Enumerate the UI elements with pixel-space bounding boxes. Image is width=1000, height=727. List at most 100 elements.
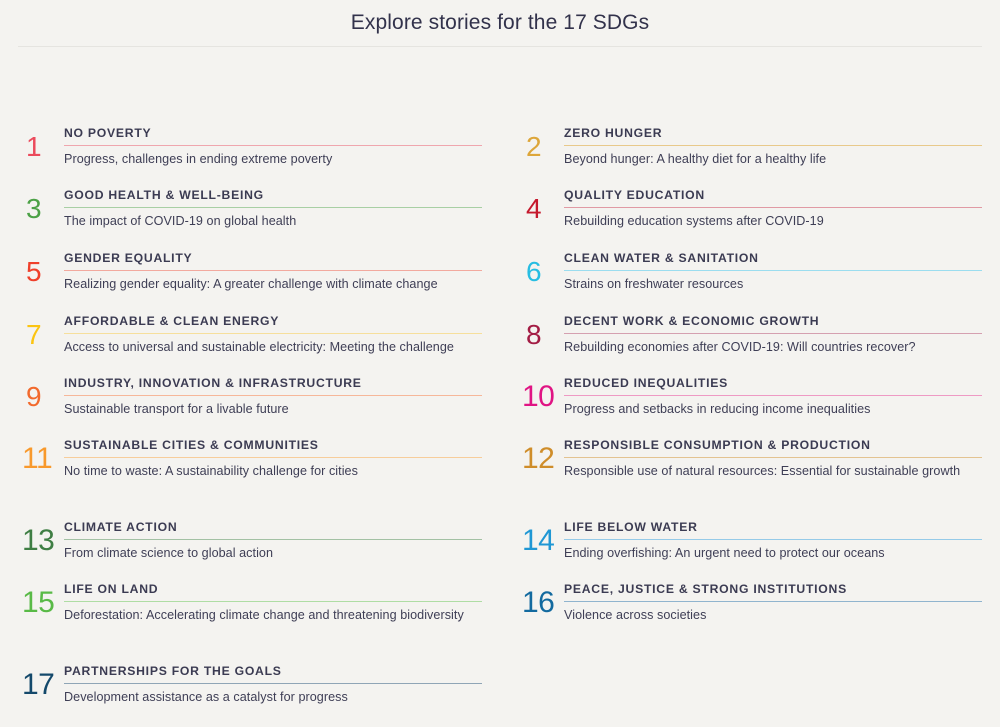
- goal-description[interactable]: Rebuilding education systems after COVID…: [564, 214, 824, 228]
- goal-body: LIFE ON LAND Deforestation: Accelerating …: [64, 582, 482, 624]
- goal-number: 17: [22, 668, 55, 701]
- goal-description[interactable]: Responsible use of natural resources: Es…: [564, 464, 961, 478]
- goal-underline: [64, 395, 482, 396]
- goal-number: 4: [526, 193, 542, 224]
- goal-number: 15: [22, 586, 55, 619]
- goal-number: 8: [526, 319, 542, 350]
- goal-title[interactable]: INDUSTRY, INNOVATION & INFRASTRUCTURE: [64, 376, 362, 390]
- goal-cell: 10 REDUCED INEQUALITIES Progress and setba…: [500, 376, 1000, 439]
- goal-body: NO POVERTY Progress, challenges in ending…: [64, 126, 482, 168]
- goal-item-6[interactable]: 6 CLEAN WATER & SANITATION Strains on fres…: [518, 251, 982, 293]
- goal-cell: 2 ZERO HUNGER Beyond hunger: A healthy die…: [500, 126, 1000, 189]
- goal-body: RESPONSIBLE CONSUMPTION & PRODUCTION Resp…: [564, 438, 982, 480]
- goal-description[interactable]: Access to universal and sustainable elec…: [64, 340, 454, 354]
- goal-item-15[interactable]: 15 LIFE ON LAND Deforestation: Acceleratin…: [18, 582, 482, 624]
- goal-title[interactable]: RESPONSIBLE CONSUMPTION & PRODUCTION: [564, 438, 871, 452]
- goal-underline: [64, 207, 482, 208]
- goal-body: LIFE BELOW WATER Ending overfishing: An u…: [564, 520, 982, 562]
- goal-item-4[interactable]: 4 QUALITY EDUCATION Rebuilding education s…: [518, 188, 982, 230]
- goal-title[interactable]: PEACE, JUSTICE & STRONG INSTITUTIONS: [564, 582, 847, 596]
- goal-cell: 11 SUSTAINABLE CITIES & COMMUNITIES No tim…: [0, 438, 500, 501]
- goal-cell: 7 AFFORDABLE & CLEAN ENERGY Access to univ…: [0, 314, 500, 377]
- goal-title[interactable]: CLEAN WATER & SANITATION: [564, 251, 759, 265]
- goal-item-8[interactable]: 8 DECENT WORK & ECONOMIC GROWTH Rebuilding…: [518, 314, 982, 356]
- goal-cell: 6 CLEAN WATER & SANITATION Strains on fres…: [500, 251, 1000, 314]
- goal-body: GENDER EQUALITY Realizing gender equality…: [64, 251, 482, 293]
- goal-description[interactable]: Sustainable transport for a livable futu…: [64, 402, 289, 416]
- header-divider: [18, 46, 982, 47]
- goal-description[interactable]: The impact of COVID-19 on global health: [64, 214, 297, 228]
- goal-underline: [564, 333, 982, 334]
- goal-body: AFFORDABLE & CLEAN ENERGY Access to unive…: [64, 314, 482, 356]
- goal-item-3[interactable]: 3 GOOD HEALTH & WELL-BEING The impact of C…: [18, 188, 482, 230]
- goal-description[interactable]: Violence across societies: [564, 608, 707, 622]
- goal-description[interactable]: From climate science to global action: [64, 546, 274, 560]
- goal-item-13[interactable]: 13 CLIMATE ACTION From climate science to …: [18, 520, 482, 562]
- goal-number: 6: [526, 256, 542, 287]
- goal-title[interactable]: AFFORDABLE & CLEAN ENERGY: [64, 314, 280, 328]
- goal-item-17[interactable]: 17 PARTNERSHIPS FOR THE GOALS Development …: [18, 664, 482, 706]
- goal-cell: 1 NO POVERTY Progress, challenges in endin…: [0, 126, 500, 189]
- goal-item-16[interactable]: 16 PEACE, JUSTICE & STRONG INSTITUTIONS Vi…: [518, 582, 982, 624]
- goal-number: 14: [522, 524, 555, 557]
- goal-item-2[interactable]: 2 ZERO HUNGER Beyond hunger: A healthy die…: [518, 126, 982, 168]
- goal-description[interactable]: Rebuilding economies after COVID-19: Wil…: [564, 340, 916, 354]
- goal-title[interactable]: CLIMATE ACTION: [64, 520, 178, 534]
- goal-body: ZERO HUNGER Beyond hunger: A healthy diet…: [564, 126, 982, 168]
- goal-number: 1: [26, 131, 42, 162]
- goal-description[interactable]: Progress, challenges in ending extreme p…: [64, 152, 333, 166]
- sdg-explore-page: Explore stories for the 17 SDGs 1 NO POVE…: [0, 11, 1000, 704]
- goal-body: PEACE, JUSTICE & STRONG INSTITUTIONS Viol…: [564, 582, 982, 624]
- goal-item-10[interactable]: 10 REDUCED INEQUALITIES Progress and setba…: [518, 376, 982, 418]
- goal-underline: [564, 145, 982, 146]
- goal-title[interactable]: QUALITY EDUCATION: [564, 188, 705, 202]
- goal-description[interactable]: Ending overfishing: An urgent need to pr…: [564, 546, 885, 560]
- goal-title[interactable]: SUSTAINABLE CITIES & COMMUNITIES: [64, 438, 319, 452]
- goal-underline: [564, 539, 982, 540]
- goal-cell: 17 PARTNERSHIPS FOR THE GOALS Development …: [0, 664, 500, 727]
- goal-number: 5: [26, 256, 42, 287]
- goal-item-9[interactable]: 9 INDUSTRY, INNOVATION & INFRASTRUCTURE Su…: [18, 376, 482, 418]
- goal-body: CLIMATE ACTION From climate science to gl…: [64, 520, 482, 562]
- goal-item-12[interactable]: 12 RESPONSIBLE CONSUMPTION & PRODUCTION Re…: [518, 438, 982, 480]
- goal-cell: 13 CLIMATE ACTION From climate science to …: [0, 520, 500, 583]
- goal-underline: [64, 539, 482, 540]
- goal-cell: 14 LIFE BELOW WATER Ending overfishing: An…: [500, 520, 1000, 583]
- goal-title[interactable]: REDUCED INEQUALITIES: [564, 376, 728, 390]
- goal-number: 16: [522, 586, 555, 619]
- goal-body: SUSTAINABLE CITIES & COMMUNITIES No time …: [64, 438, 482, 480]
- goal-title[interactable]: GENDER EQUALITY: [64, 251, 193, 265]
- goal-underline: [64, 457, 482, 458]
- goal-body: QUALITY EDUCATION Rebuilding education sy…: [564, 188, 982, 230]
- goal-description[interactable]: No time to waste: A sustainability chall…: [64, 464, 358, 478]
- goal-number: 9: [26, 381, 42, 412]
- goal-description[interactable]: Strains on freshwater resources: [564, 277, 744, 291]
- goal-body: DECENT WORK & ECONOMIC GROWTH Rebuilding …: [564, 314, 982, 356]
- goal-cell: 3 GOOD HEALTH & WELL-BEING The impact of C…: [0, 188, 500, 251]
- goal-title[interactable]: GOOD HEALTH & WELL-BEING: [64, 188, 264, 202]
- goal-item-7[interactable]: 7 AFFORDABLE & CLEAN ENERGY Access to univ…: [18, 314, 482, 356]
- goal-item-11[interactable]: 11 SUSTAINABLE CITIES & COMMUNITIES No tim…: [18, 438, 482, 480]
- goal-description[interactable]: Beyond hunger: A healthy diet for a heal…: [564, 152, 827, 166]
- goal-title[interactable]: NO POVERTY: [64, 126, 152, 140]
- goal-item-1[interactable]: 1 NO POVERTY Progress, challenges in endin…: [18, 126, 482, 168]
- goal-number: 13: [22, 524, 55, 557]
- goal-title[interactable]: ZERO HUNGER: [564, 126, 663, 140]
- goal-number: 10: [522, 380, 555, 413]
- goal-underline: [564, 207, 982, 208]
- goal-title[interactable]: PARTNERSHIPS FOR THE GOALS: [64, 664, 282, 678]
- goal-title[interactable]: LIFE BELOW WATER: [564, 520, 698, 534]
- goal-underline: [564, 601, 982, 602]
- goal-description[interactable]: Progress and setbacks in reducing income…: [564, 402, 871, 416]
- goal-body: PARTNERSHIPS FOR THE GOALS Development as…: [64, 664, 482, 706]
- goal-item-14[interactable]: 14 LIFE BELOW WATER Ending overfishing: An…: [518, 520, 982, 562]
- goal-description[interactable]: Development assistance as a catalyst for…: [64, 690, 348, 704]
- goal-description[interactable]: Realizing gender equality: A greater cha…: [64, 277, 438, 291]
- goal-cell: 16 PEACE, JUSTICE & STRONG INSTITUTIONS Vi…: [500, 582, 1000, 645]
- goal-title[interactable]: LIFE ON LAND: [64, 582, 159, 596]
- goal-title[interactable]: DECENT WORK & ECONOMIC GROWTH: [564, 314, 820, 328]
- goal-description[interactable]: Deforestation: Accelerating climate chan…: [64, 608, 464, 622]
- goal-number: 11: [22, 442, 53, 475]
- goal-cell: 12 RESPONSIBLE CONSUMPTION & PRODUCTION Re…: [500, 438, 1000, 501]
- goal-item-5[interactable]: 5 GENDER EQUALITY Realizing gender equalit…: [18, 251, 482, 293]
